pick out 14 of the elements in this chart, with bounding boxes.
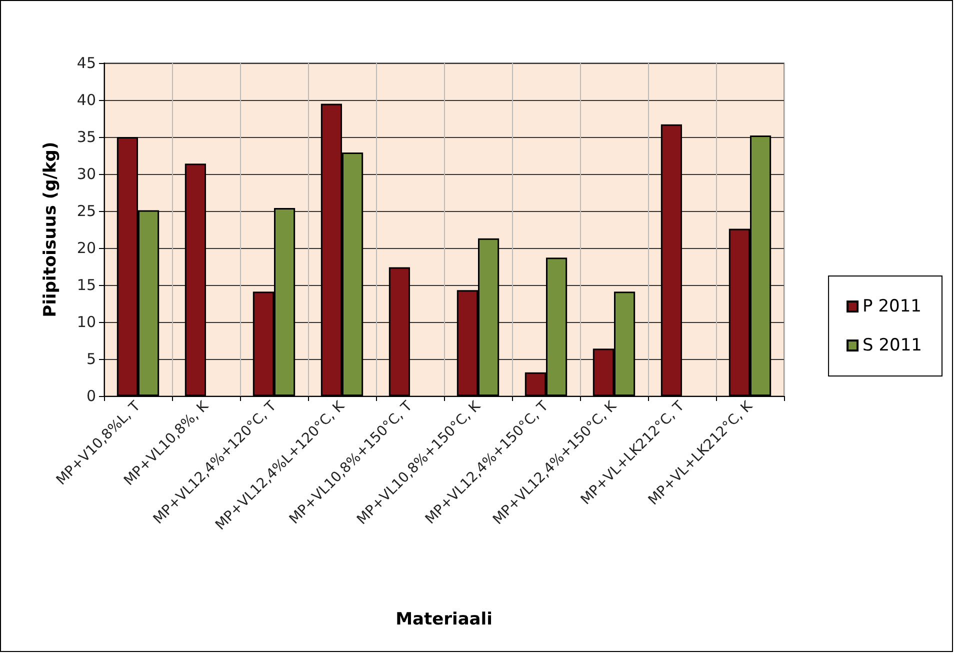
y-tick-label: 15 [76, 276, 96, 294]
y-tick-label: 20 [76, 239, 96, 257]
y-tick-label: 30 [76, 165, 96, 183]
legend-label: P 2011 [862, 296, 922, 316]
y-tick-label: 45 [76, 54, 96, 72]
y-tick-label: 5 [86, 350, 96, 368]
y-tick-label: 25 [76, 202, 96, 220]
y-axis-title: Piipitoisuus (g/kg) [40, 142, 60, 318]
y-tick-label: 10 [76, 313, 96, 331]
y-tick-label: 35 [76, 128, 96, 146]
y-tick-label: 40 [76, 91, 96, 109]
legend-label: S 2011 [862, 336, 922, 356]
y-tick-label: 0 [86, 387, 96, 405]
x-axis-title: Materiaali [396, 610, 492, 630]
